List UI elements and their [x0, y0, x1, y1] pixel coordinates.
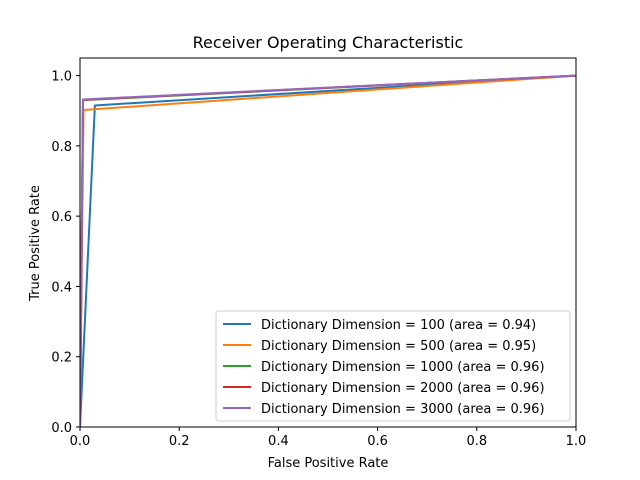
legend: Dictionary Dimension = 100 (area = 0.94)…: [215, 310, 571, 422]
legend-entry-label: Dictionary Dimension = 2000 (area = 0.96…: [261, 381, 545, 396]
x-tick-label: 0.2: [169, 434, 190, 449]
y-tick-label: 0.6: [51, 210, 72, 225]
x-tick-label: 0.6: [367, 434, 388, 449]
legend-entry-label: Dictionary Dimension = 500 (area = 0.95): [261, 339, 536, 354]
y-tick-label: 0.2: [51, 351, 72, 366]
legend-entry-label: Dictionary Dimension = 3000 (area = 0.96…: [261, 402, 545, 417]
series-line-0: [80, 74, 576, 427]
legend-box: [215, 310, 571, 422]
y-axis-label: True Positive Rate: [28, 185, 43, 302]
y-axis-ticks: 0.0 0.2 0.4 0.6 0.8 1.0: [51, 70, 80, 436]
y-tick-label: 0.0: [51, 421, 72, 436]
legend-entry-label: Dictionary Dimension = 1000 (area = 0.96…: [261, 360, 545, 375]
x-tick-label: 1.0: [566, 434, 587, 449]
y-tick-label: 0.8: [51, 140, 72, 155]
x-axis-ticks: 0.0 0.2 0.4 0.6 0.8 1.0: [70, 427, 587, 449]
x-tick-label: 0.4: [268, 434, 289, 449]
x-tick-label: 0.8: [466, 434, 487, 449]
x-tick-label: 0.0: [70, 434, 91, 449]
series-layer: [80, 74, 576, 427]
plot-frame: [79, 57, 577, 428]
y-tick-label: 0.4: [51, 280, 72, 295]
legend-entry-label: Dictionary Dimension = 100 (area = 0.94): [261, 318, 536, 333]
chart-title: Receiver Operating Characteristic: [193, 33, 464, 52]
series-line-4: [80, 74, 576, 427]
y-tick-label: 1.0: [51, 70, 72, 85]
x-axis-label: False Positive Rate: [268, 456, 389, 471]
